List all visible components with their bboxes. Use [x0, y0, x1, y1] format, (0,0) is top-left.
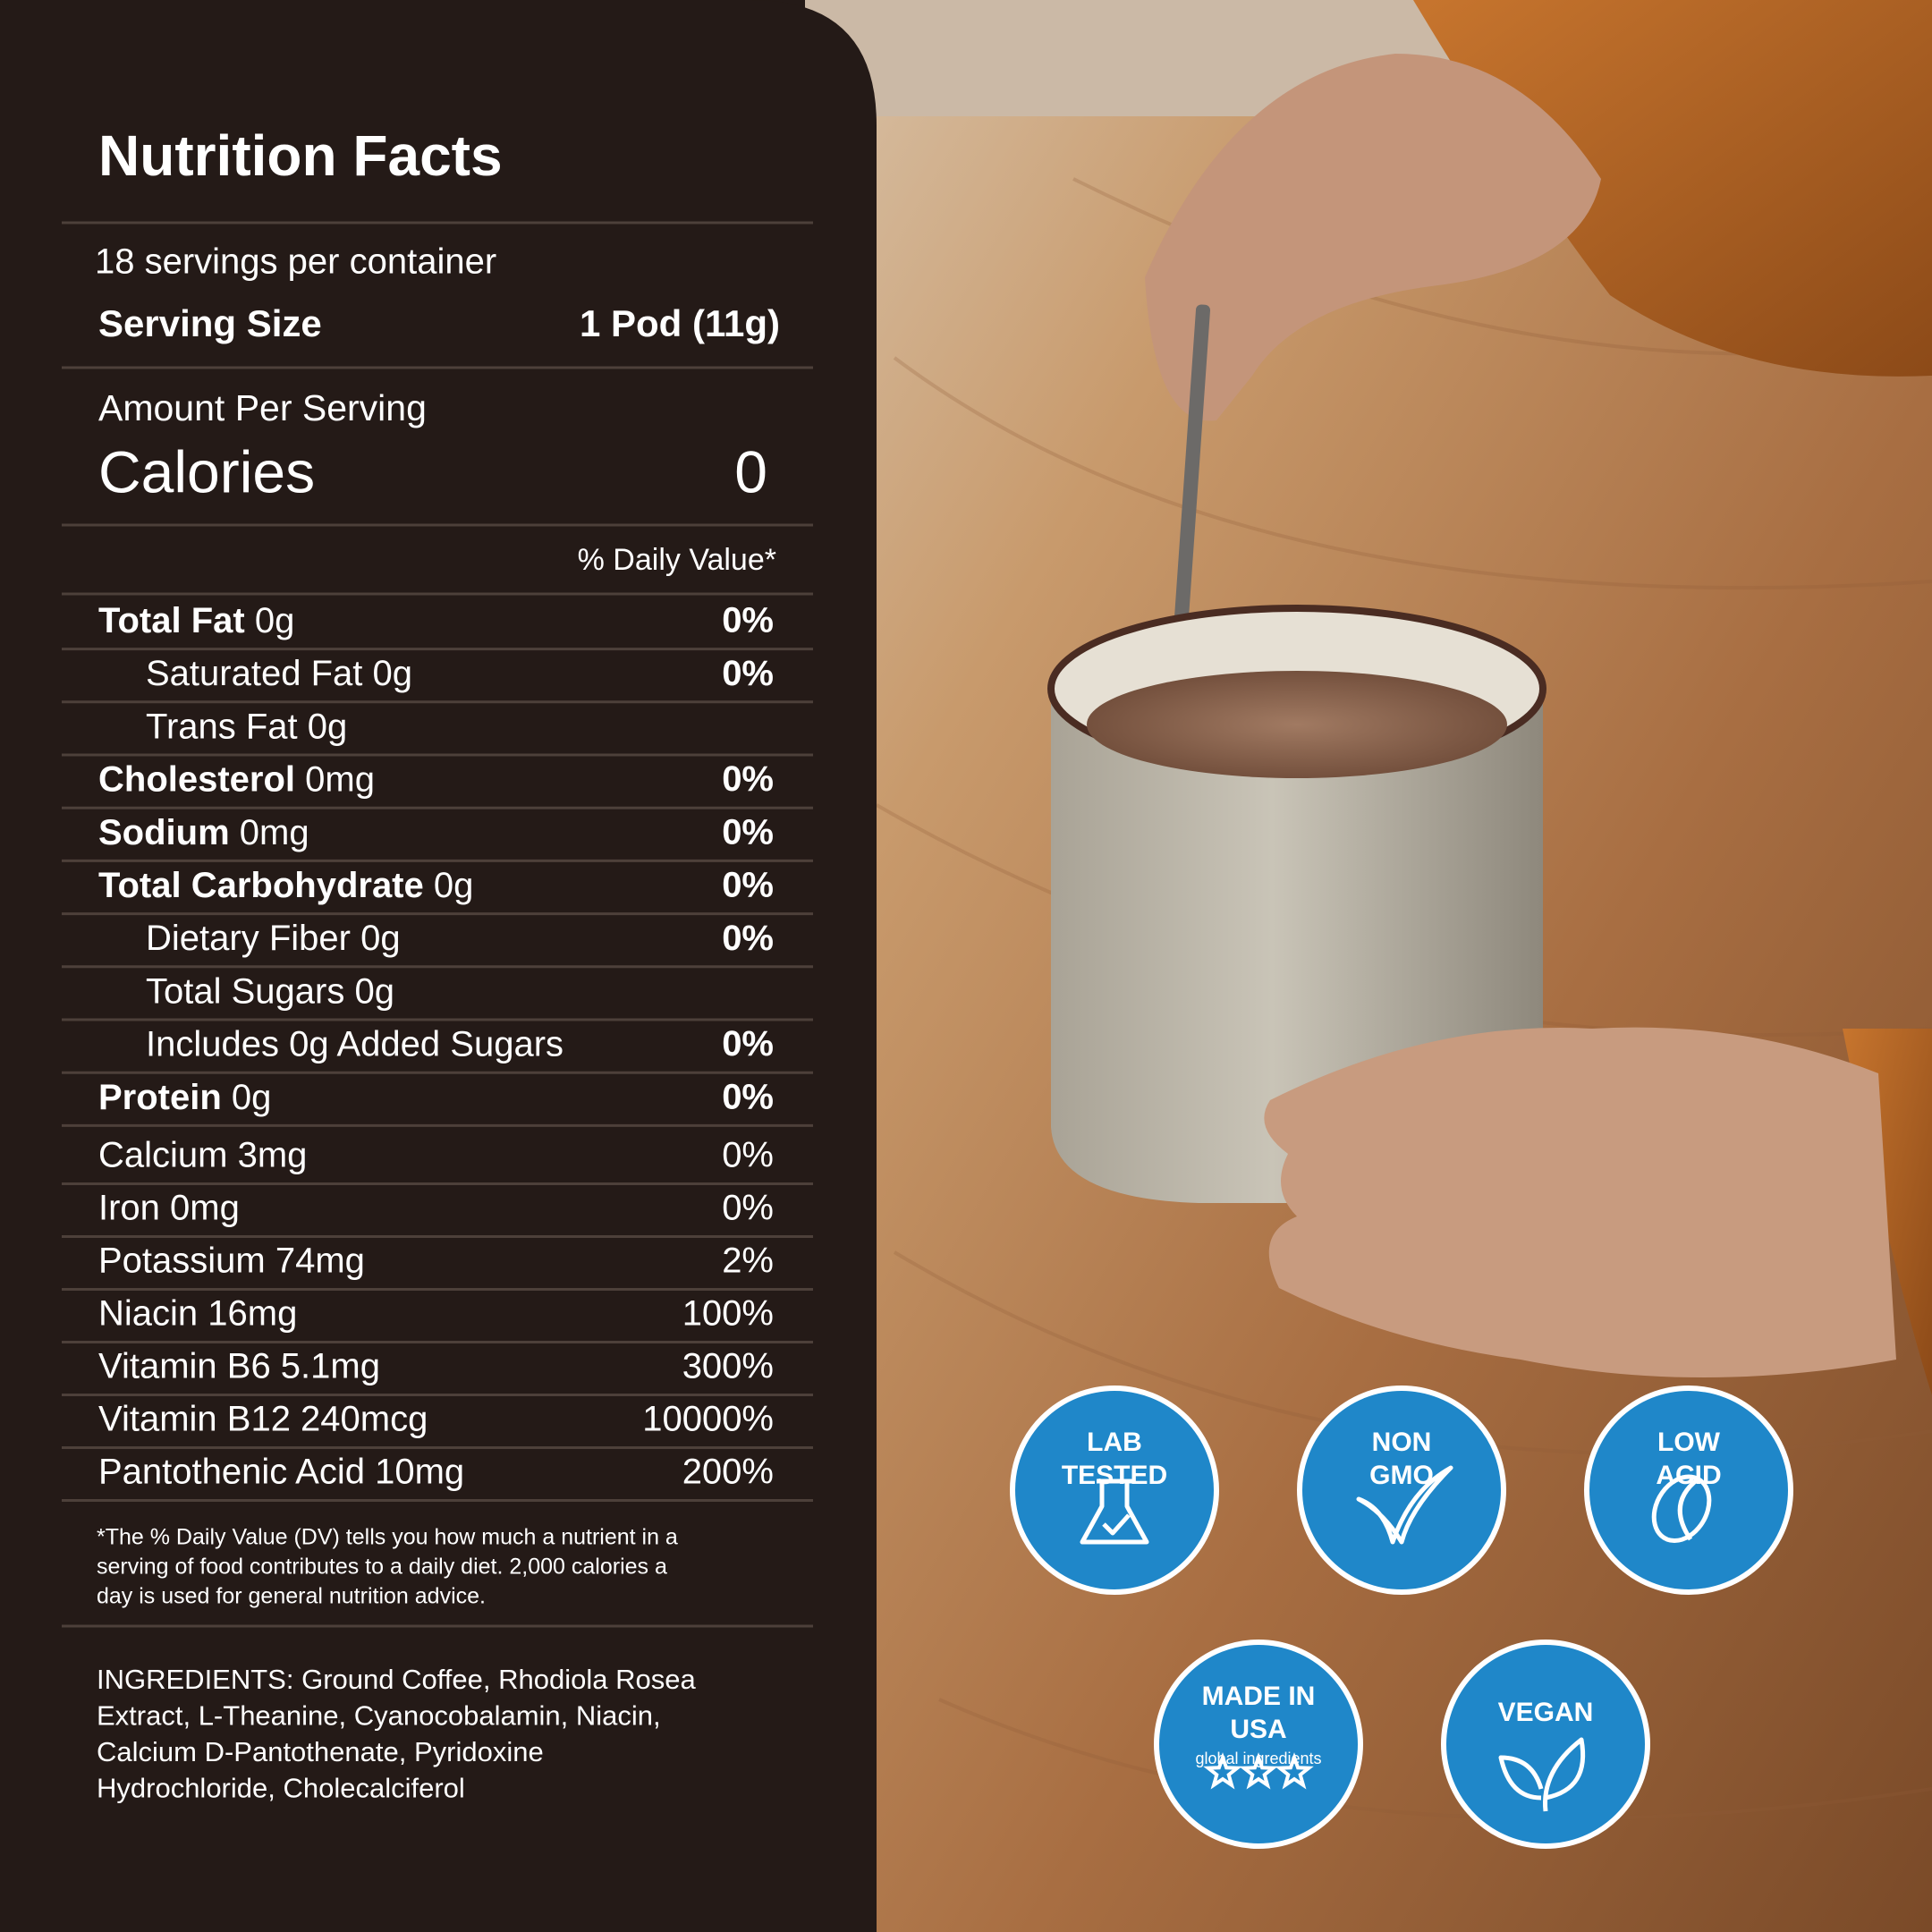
nutrient-amount: 0mg [305, 759, 375, 799]
nutrient-amount: 0g [373, 654, 413, 693]
nutrient-amount: 0g [308, 707, 348, 746]
nutrient-name: Total Carbohydrate [98, 866, 424, 905]
serving-size-label: Serving Size [98, 302, 322, 344]
daily-value-header: % Daily Value* [578, 543, 776, 577]
nutrient: Cholesterol 0mg [98, 759, 375, 799]
badge-icon [1275, 1752, 1314, 1790]
vitamin-dv: 200% [682, 1453, 774, 1492]
nutrient-amount: 0g [255, 601, 295, 640]
badge-text: TESTED [1062, 1461, 1167, 1490]
ingredients: Hydrochloride, Cholecalciferol [97, 1773, 465, 1804]
badge-text: MADE IN [1202, 1682, 1316, 1711]
nutrient: Total Fat 0g [98, 601, 294, 640]
badge-icon [1080, 1479, 1149, 1545]
nutrient-name: Dietary Fiber [146, 919, 351, 958]
badge-text: NON [1372, 1428, 1432, 1457]
nutrient-name: Trans Fat [146, 707, 298, 746]
nutrient-dv: 0% [722, 759, 774, 799]
nutrient-dv: 0% [722, 919, 774, 958]
vitamin-dv: 10000% [642, 1400, 774, 1439]
badge: LAB TESTED [1010, 1385, 1219, 1595]
footnote: day is used for general nutrition advice… [97, 1584, 486, 1609]
servings: 18 servings per container [95, 242, 496, 282]
serving-size-value: 1 Pod (11g) [580, 302, 780, 344]
nutrient-name: Sodium [98, 812, 230, 852]
nutrient-name: Total Sugars [146, 971, 344, 1011]
badge-text: LOW [1657, 1428, 1721, 1457]
badge-circle [1441, 1640, 1650, 1849]
nutrient-amount: 0g [354, 971, 394, 1011]
badge-circle [1297, 1385, 1506, 1595]
nutrient: Total Sugars 0g [146, 971, 394, 1011]
nutrient-amount: 0g [232, 1077, 272, 1116]
badge-icon [1651, 1474, 1712, 1543]
nutrient-dv: 0% [722, 1024, 774, 1063]
badge-circle [1010, 1385, 1219, 1595]
nutrient-amount: 0g [434, 866, 474, 905]
footnote: serving of food contributes to a daily d… [97, 1555, 667, 1580]
nutrient-dv: 0% [722, 654, 774, 693]
calories-label: Calories [98, 438, 315, 504]
badge-icon [1239, 1752, 1278, 1790]
vitamin-name: Niacin 16mg [98, 1294, 297, 1334]
nutrient-dv: 0% [722, 1077, 774, 1116]
nutrient-dv: 0% [722, 866, 774, 905]
ingredients: Calcium D-Pantothenate, Pyridoxine [97, 1736, 544, 1767]
nutrient-amount: 0mg [240, 812, 309, 852]
badge: VEGAN [1441, 1640, 1650, 1849]
badge-icon [1203, 1752, 1242, 1790]
badge-text: VEGAN [1498, 1698, 1594, 1727]
nutrient-amount: 0g [360, 919, 401, 958]
photo [805, 0, 1932, 1932]
badge-text: GMO [1369, 1461, 1434, 1490]
calories-value: 0 [734, 438, 767, 504]
badge-icon [1356, 1465, 1453, 1545]
nutrient: Dietary Fiber 0g [146, 919, 401, 958]
nutrient-name: Protein [98, 1077, 222, 1116]
footnote: *The % Daily Value (DV) tells you how mu… [97, 1525, 678, 1550]
badge: NON GMO [1297, 1385, 1506, 1595]
nutrient-name: Includes 0g Added Sugars [146, 1024, 564, 1063]
ingredients: Extract, L-Theanine, Cyanocobalamin, Nia… [97, 1700, 661, 1732]
vitamin-dv: 0% [722, 1189, 774, 1228]
nutrient: Trans Fat 0g [146, 707, 347, 746]
vitamin-name: Vitamin B12 240mcg [98, 1400, 428, 1439]
vitamin-name: Iron 0mg [98, 1189, 240, 1228]
vitamin-dv: 100% [682, 1294, 774, 1334]
nutrient-name: Total Fat [98, 601, 245, 640]
vitamin-name: Calcium 3mg [98, 1136, 307, 1175]
nutrient: Saturated Fat 0g [146, 654, 412, 693]
nutrient: Includes 0g Added Sugars [146, 1024, 564, 1063]
ingredients: INGREDIENTS: Ground Coffee, Rhodiola Ros… [97, 1664, 696, 1695]
title: Nutrition Facts [98, 123, 503, 188]
nutrient: Total Carbohydrate 0g [98, 866, 473, 905]
badge-text: USA [1230, 1715, 1286, 1744]
amount-per-serving: Amount Per Serving [98, 387, 427, 428]
nutrient: Protein 0g [98, 1077, 271, 1116]
nutrient-name: Saturated Fat [146, 654, 362, 693]
vitamin-name: Potassium 74mg [98, 1241, 365, 1281]
vitamin-name: Vitamin B6 5.1mg [98, 1347, 380, 1386]
nutrient: Sodium 0mg [98, 812, 309, 852]
vitamin-name: Pantothenic Acid 10mg [98, 1453, 464, 1492]
badge-icon [1498, 1737, 1586, 1812]
nutrient-dv: 0% [722, 812, 774, 852]
vitamin-dv: 2% [722, 1241, 774, 1281]
badge-circle [1154, 1640, 1363, 1849]
nutrient-dv: 0% [722, 601, 774, 640]
vitamin-dv: 300% [682, 1347, 774, 1386]
nutrient-name: Cholesterol [98, 759, 295, 799]
badge-text: LAB [1087, 1428, 1142, 1457]
vitamin-dv: 0% [722, 1136, 774, 1175]
